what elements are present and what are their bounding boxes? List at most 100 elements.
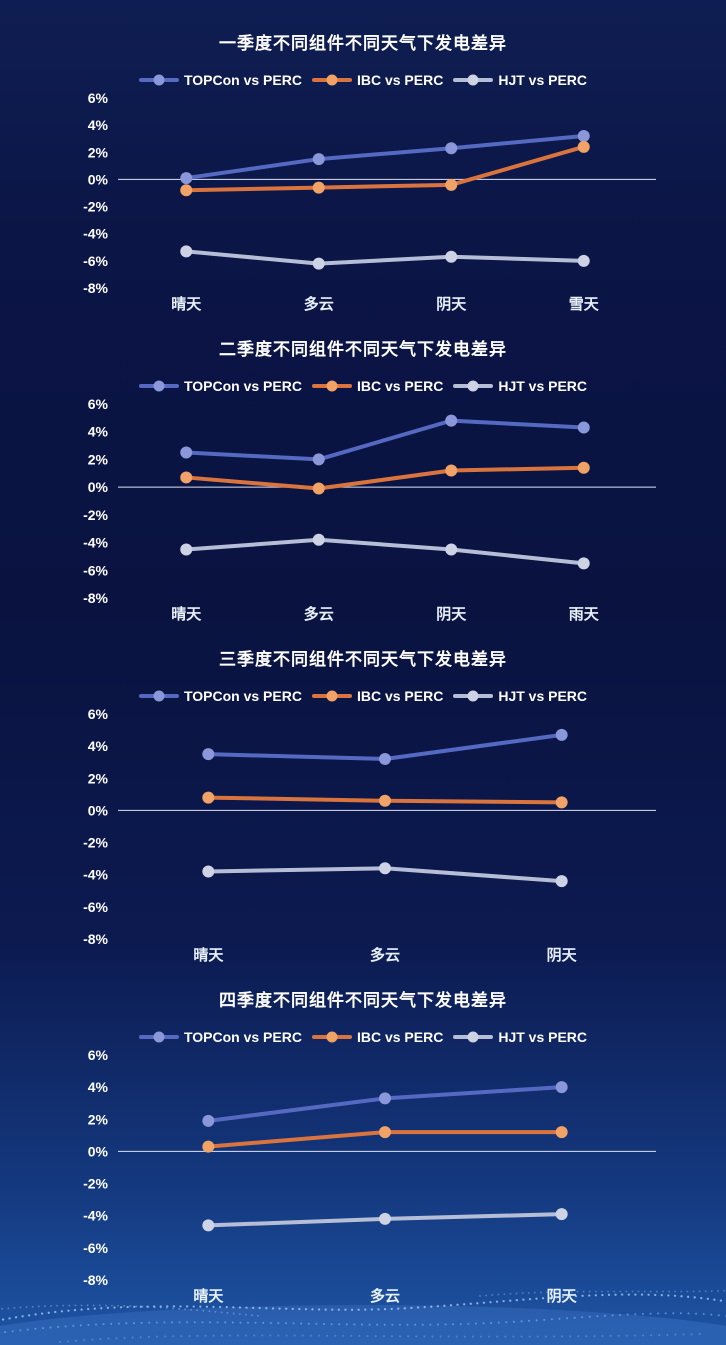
data-point-hjt-vs-perc bbox=[379, 1212, 391, 1225]
data-point-hjt-vs-perc bbox=[445, 250, 458, 263]
series-line-topcon-vs-perc bbox=[184, 134, 586, 181]
x-axis-label: 晴天 bbox=[193, 1287, 224, 1305]
y-tick-label: 4% bbox=[88, 738, 109, 754]
y-tick-label: 4% bbox=[88, 424, 109, 440]
x-axis-label: 多云 bbox=[304, 295, 334, 313]
x-axis-label: 多云 bbox=[370, 946, 400, 964]
legend-q4: TOPCon vs PERC IBC vs PERC HJT vs PERC bbox=[0, 1029, 726, 1045]
chart-section-q1: 一季度不同组件不同天气下发电差异 TOPCon vs PERC IBC vs PE… bbox=[0, 0, 726, 320]
y-tick-label: -6% bbox=[83, 899, 108, 915]
legend-item: TOPCon vs PERC bbox=[138, 378, 302, 394]
data-point-topcon-vs-perc bbox=[445, 414, 458, 427]
data-point-topcon-vs-perc bbox=[555, 1081, 568, 1094]
data-point-ibc-vs-perc bbox=[180, 184, 193, 197]
data-point-hjt-vs-perc bbox=[202, 865, 215, 878]
legend-label: TOPCon vs PERC bbox=[183, 1029, 302, 1045]
line-plot-q2: 6% 4% 2% 0% -2% -4% -6% -8% 晴天 多云 阴天 雨天 bbox=[0, 396, 726, 630]
y-tick-label: 6% bbox=[88, 706, 109, 722]
data-point-ibc-vs-perc bbox=[555, 796, 568, 809]
x-axis-label: 晴天 bbox=[171, 295, 202, 313]
series-line-hjt-vs-perc bbox=[184, 537, 586, 566]
legend-item: IBC vs PERC bbox=[311, 1029, 444, 1045]
series-line-ibc-vs-perc bbox=[184, 465, 586, 491]
x-axis-label: 多云 bbox=[304, 605, 334, 623]
y-tick-label: -8% bbox=[83, 280, 108, 296]
legend-marker-icon bbox=[311, 1031, 352, 1043]
data-point-ibc-vs-perc bbox=[312, 181, 325, 194]
data-point-hjt-vs-perc bbox=[577, 254, 590, 267]
legend-marker-icon bbox=[138, 690, 179, 702]
legend-marker-icon bbox=[453, 1031, 494, 1043]
data-point-topcon-vs-perc bbox=[555, 728, 568, 741]
y-tick-label: 4% bbox=[88, 1079, 109, 1095]
y-tick-label: -8% bbox=[83, 1272, 108, 1288]
legend-label: HJT vs PERC bbox=[498, 72, 588, 88]
x-axis-label: 阴天 bbox=[547, 947, 578, 964]
plot-svg: 6% 4% 2% 0% -2% -4% -6% -8% 晴天 多云 阴天 bbox=[83, 706, 656, 964]
y-tick-label: -2% bbox=[83, 1176, 108, 1192]
data-point-topcon-vs-perc bbox=[577, 421, 590, 434]
legend-label: IBC vs PERC bbox=[356, 72, 444, 88]
y-tick-label: 0% bbox=[88, 802, 109, 818]
data-point-topcon-vs-perc bbox=[180, 446, 193, 459]
y-tick-label: 2% bbox=[88, 451, 109, 467]
y-tick-label: 2% bbox=[88, 1111, 109, 1127]
data-point-ibc-vs-perc bbox=[202, 1140, 215, 1153]
legend-label: TOPCon vs PERC bbox=[183, 378, 302, 394]
chart-title-q2: 二季度不同组件不同天气下发电差异 bbox=[219, 340, 507, 359]
legend-item: IBC vs PERC bbox=[311, 378, 443, 394]
legend-q1: TOPCon vs PERC IBC vs PERC HJT vs PERC bbox=[0, 72, 726, 88]
legend-item: IBC vs PERC bbox=[311, 72, 444, 88]
y-tick-label: 6% bbox=[88, 90, 109, 106]
x-axis-label: 阴天 bbox=[436, 606, 467, 623]
legend-q2: TOPCon vs PERC IBC vs PERC HJT vs PERC bbox=[0, 378, 726, 394]
legend-marker-icon bbox=[138, 74, 179, 86]
data-point-hjt-vs-perc bbox=[202, 1219, 215, 1232]
chart-section-q4: 四季度不同组件不同天气下发电差异 TOPCon vs PERC IBC vs PE… bbox=[0, 975, 726, 1345]
y-tick-label: 6% bbox=[88, 1047, 109, 1063]
legend-marker-icon bbox=[138, 380, 179, 392]
y-tick-label: -6% bbox=[83, 253, 108, 269]
legend-item: TOPCon vs PERC bbox=[138, 1029, 302, 1045]
data-point-ibc-vs-perc bbox=[180, 471, 193, 484]
y-tick-label: 2% bbox=[88, 770, 109, 786]
data-point-hjt-vs-perc bbox=[180, 245, 193, 258]
chart-title-q4: 四季度不同组件不同天气下发电差异 bbox=[219, 991, 507, 1010]
legend-item: HJT vs PERC bbox=[453, 378, 587, 394]
chart-section-q2: 二季度不同组件不同天气下发电差异 TOPCon vs PERC IBC vs PE… bbox=[0, 320, 726, 630]
data-point-hjt-vs-perc bbox=[445, 543, 458, 556]
x-axis-label: 雨天 bbox=[569, 606, 600, 623]
data-point-ibc-vs-perc bbox=[379, 794, 391, 807]
data-point-ibc-vs-perc bbox=[445, 178, 458, 191]
legend-label: TOPCon vs PERC bbox=[183, 688, 302, 704]
x-axis-label: 阴天 bbox=[547, 1288, 578, 1305]
y-tick-label: -6% bbox=[83, 1240, 108, 1256]
data-point-hjt-vs-perc bbox=[312, 257, 325, 270]
chart-title-q1: 一季度不同组件不同天气下发电差异 bbox=[219, 34, 507, 53]
line-plot-q1: 6% 4% 2% 0% -2% -4% -6% -8% 晴天 多云 阴天 雪天 bbox=[0, 90, 726, 320]
legend-marker-icon bbox=[311, 380, 352, 392]
legend-item: TOPCon vs PERC bbox=[138, 72, 302, 88]
y-tick-label: 4% bbox=[88, 117, 109, 133]
y-tick-label: -2% bbox=[83, 507, 108, 523]
y-tick-label: 0% bbox=[88, 1143, 109, 1159]
y-tick-label: -2% bbox=[83, 835, 108, 851]
legend-label: IBC vs PERC bbox=[356, 1029, 444, 1045]
legend-label: IBC vs PERC bbox=[356, 688, 444, 704]
data-point-hjt-vs-perc bbox=[577, 557, 590, 570]
data-point-ibc-vs-perc bbox=[445, 464, 458, 477]
legend-marker-icon bbox=[138, 1031, 179, 1043]
data-point-topcon-vs-perc bbox=[577, 130, 590, 142]
legend-marker-icon bbox=[311, 690, 352, 702]
plot-svg: 6% 4% 2% 0% -2% -4% -6% -8% 晴天 多云 阴天 bbox=[83, 1047, 656, 1305]
data-point-topcon-vs-perc bbox=[379, 753, 391, 765]
series-line-topcon-vs-perc bbox=[184, 418, 586, 462]
data-point-hjt-vs-perc bbox=[180, 543, 193, 556]
y-tick-label: -4% bbox=[83, 867, 108, 883]
data-point-ibc-vs-perc bbox=[379, 1126, 391, 1139]
x-axis-label: 晴天 bbox=[171, 605, 202, 623]
legend-marker-icon bbox=[311, 74, 352, 86]
legend-label: HJT vs PERC bbox=[498, 378, 588, 394]
x-axis-label: 阴天 bbox=[436, 296, 467, 313]
